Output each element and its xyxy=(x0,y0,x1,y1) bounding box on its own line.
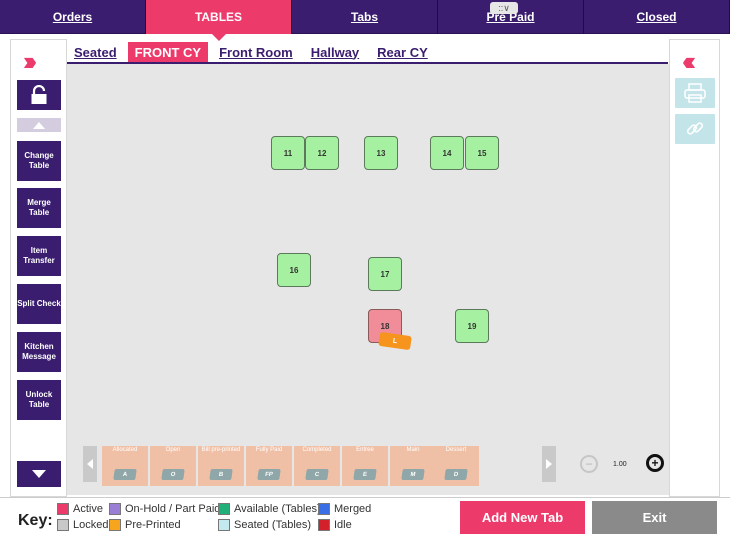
status-code: M xyxy=(401,469,425,480)
area-tab-rear-cy[interactable]: Rear CY xyxy=(370,42,435,64)
status-allocated[interactable]: Allocated A xyxy=(102,446,148,486)
key-item-label: Active xyxy=(73,503,103,515)
area-tab-hallway[interactable]: Hallway xyxy=(303,42,367,64)
status-label: Allocated xyxy=(112,447,138,453)
area-tab-front-room[interactable]: Front Room xyxy=(212,42,300,64)
bottom-bar: Key: Active On-Hold / Part Paid Availabl… xyxy=(0,497,730,547)
swatch-icon xyxy=(57,503,69,515)
swatch-icon xyxy=(318,503,330,515)
status-code: B xyxy=(209,469,233,480)
status-code: E xyxy=(353,469,377,480)
status-dessert[interactable]: Dessert D xyxy=(433,446,479,486)
status-label: Fully Paid xyxy=(255,447,283,453)
key-item-label: Seated (Tables) xyxy=(234,519,312,531)
swatch-icon xyxy=(318,519,330,531)
area-tabs: Seated FRONT CY Front Room Hallway Rear … xyxy=(67,42,439,64)
tab-closed[interactable]: Closed xyxy=(584,0,730,34)
scroll-down-button[interactable] xyxy=(17,461,61,487)
key-item-label: Available (Tables) xyxy=(234,503,321,515)
table-17[interactable]: 17 xyxy=(368,257,402,291)
left-sidebar: ››› Change Table Merge Table Item Transf… xyxy=(10,39,67,497)
swatch-icon xyxy=(109,503,121,515)
key-item-available: Available (Tables) xyxy=(218,503,321,515)
add-new-tab-button[interactable]: Add New Tab xyxy=(460,501,585,534)
collapse-right-icon[interactable]: ‹‹‹ xyxy=(682,46,696,76)
key-label: Key: xyxy=(18,512,53,529)
area-tab-seated[interactable]: Seated xyxy=(67,42,124,64)
status-fully-paid[interactable]: Fully Paid FP xyxy=(246,446,292,486)
locked-badge: L xyxy=(378,331,412,351)
swatch-icon xyxy=(218,519,230,531)
table-11[interactable]: 11 xyxy=(271,136,305,170)
status-code: D xyxy=(444,469,468,480)
status-bill-pre-printed[interactable]: Bill pre-printed B xyxy=(198,446,244,486)
key-item-label: Idle xyxy=(334,519,352,531)
merge-table-button[interactable]: Merge Table xyxy=(17,188,61,228)
right-sidebar: ‹‹‹ xyxy=(669,39,720,497)
zoom-in-icon[interactable]: + xyxy=(646,454,664,472)
link-icon[interactable] xyxy=(675,114,715,144)
key-item-seated: Seated (Tables) xyxy=(218,519,311,531)
kitchen-message-button[interactable]: Kitchen Message xyxy=(17,332,61,372)
status-label: Completed xyxy=(302,447,332,453)
status-label: Dessert xyxy=(445,447,467,453)
scroll-up-button[interactable] xyxy=(17,118,61,132)
split-check-button[interactable]: Split Check xyxy=(17,284,61,324)
expand-left-icon[interactable]: ››› xyxy=(23,46,37,76)
status-scroll-right-button[interactable] xyxy=(542,446,556,482)
key-item-label: Pre-Printed xyxy=(125,519,181,531)
status-label: Open xyxy=(165,447,181,453)
table-14[interactable]: 14 xyxy=(430,136,464,170)
table-19[interactable]: 19 xyxy=(455,309,489,343)
area-tabs-underline xyxy=(67,62,668,64)
key-item-merged: Merged xyxy=(318,503,371,515)
table-15[interactable]: 15 xyxy=(465,136,499,170)
zoom-out-icon[interactable]: − xyxy=(580,455,598,473)
key-item-label: Merged xyxy=(334,503,372,515)
status-code: C xyxy=(305,469,329,480)
status-label: Bill pre-printed xyxy=(201,447,241,453)
key-item-pre-printed: Pre-Printed xyxy=(109,519,181,531)
status-open[interactable]: Open O xyxy=(150,446,196,486)
status-code: FP xyxy=(257,469,281,480)
table-16[interactable]: 16 xyxy=(277,253,311,287)
status-entree[interactable]: Entree E xyxy=(342,446,388,486)
key-item-active: Active xyxy=(57,503,103,515)
key-item-label: Locked xyxy=(73,519,109,531)
unlock-table-button[interactable]: Unlock Table xyxy=(17,380,61,420)
tab-tables[interactable]: TABLES xyxy=(146,0,292,41)
key-item-idle: Idle xyxy=(318,519,352,531)
status-label: Main xyxy=(406,447,420,453)
printer-icon[interactable] xyxy=(675,78,715,108)
exit-button[interactable]: Exit xyxy=(592,501,717,534)
status-code: A xyxy=(113,469,137,480)
status-main[interactable]: Main M xyxy=(390,446,436,486)
status-scroll-left-button[interactable] xyxy=(83,446,97,482)
unlock-icon[interactable] xyxy=(17,80,61,110)
tab-orders[interactable]: Orders xyxy=(0,0,146,34)
key-item-on-hold: On-Hold / Part Paid xyxy=(109,503,220,515)
swatch-icon xyxy=(57,519,69,531)
status-completed[interactable]: Completed C xyxy=(294,446,340,486)
main-nav: Orders TABLES Tabs Pre Paid Closed xyxy=(0,0,730,41)
status-code: O xyxy=(161,469,185,480)
status-label: Entree xyxy=(356,447,374,453)
table-12[interactable]: 12 xyxy=(305,136,339,170)
swatch-icon xyxy=(109,519,121,531)
key-item-locked: Locked xyxy=(57,519,108,531)
floor-plan: 11 12 13 14 15 16 17 18 L 19 xyxy=(67,64,669,495)
drag-handle[interactable]: ::∨ xyxy=(490,2,518,14)
area-tab-front-cy[interactable]: FRONT CY xyxy=(127,42,209,64)
zoom-level: 1.00 xyxy=(613,461,627,468)
tab-tabs[interactable]: Tabs xyxy=(292,0,438,34)
key-item-label: On-Hold / Part Paid xyxy=(125,503,221,515)
swatch-icon xyxy=(218,503,230,515)
item-transfer-button[interactable]: Item Transfer xyxy=(17,236,61,276)
change-table-button[interactable]: Change Table xyxy=(17,141,61,181)
table-13[interactable]: 13 xyxy=(364,136,398,170)
